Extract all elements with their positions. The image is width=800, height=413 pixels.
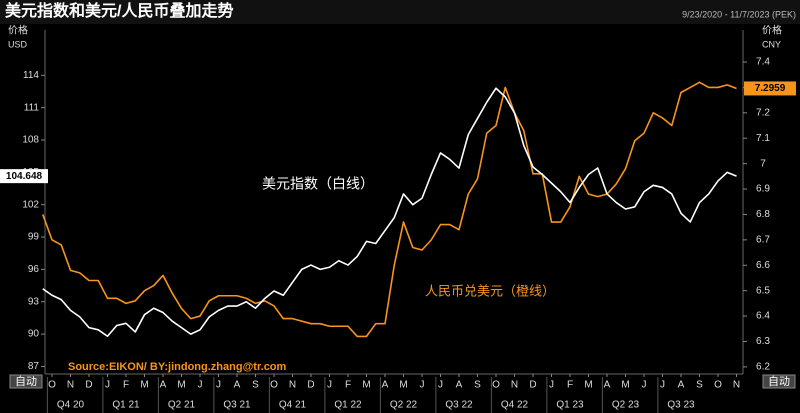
x-tick-label: N [67, 380, 74, 391]
x-tick-label: M [177, 380, 185, 391]
button-frame[interactable] [9, 374, 43, 389]
chart-title: 美元指数和美元/人民币叠加走势 [5, 1, 233, 20]
axis-button[interactable]: 自动 [9, 374, 43, 389]
series-line [42, 87, 737, 338]
y2-tick-label: 6.2 [756, 362, 770, 373]
x-tick-label: M [362, 380, 370, 391]
plot-area: 87909396991021051081111146.26.36.46.56.6… [0, 57, 796, 413]
last-value-label: 7.2959 [755, 83, 786, 94]
y-tick-label: 111 [24, 102, 40, 113]
x-tick-label: J [105, 380, 110, 391]
y-tick-label: 102 [22, 199, 39, 210]
quarter-label: Q3 22 [445, 400, 473, 411]
y-tick-label: 96 [28, 264, 40, 275]
y2-tick-label: 6.4 [756, 311, 770, 322]
last-value-label: 104.648 [6, 171, 43, 182]
x-tick-label: D [85, 380, 92, 391]
quarter-label: Q3 21 [223, 400, 251, 411]
y-tick-label: 90 [28, 329, 40, 340]
x-tick-label: S [474, 380, 481, 391]
quarter-label: Q4 22 [501, 400, 529, 411]
x-tick-label: O [48, 380, 56, 391]
header-bar [0, 0, 800, 24]
quarter-label: Q4 21 [279, 400, 307, 411]
button-frame[interactable] [762, 374, 796, 389]
y-tick-label: 114 [23, 70, 39, 81]
y2-tick-label: 7.4 [756, 57, 770, 68]
annotation-usd: 美元指数（白线） [262, 176, 374, 192]
x-tick-label: N [733, 380, 740, 391]
axis-button[interactable]: 自动 [762, 374, 796, 389]
x-tick-label: F [123, 380, 129, 391]
x-tick-label: S [252, 380, 259, 391]
y2-axis-unit: CNY [762, 39, 781, 49]
quarter-label: Q2 21 [168, 400, 196, 411]
x-tick-label: J [420, 380, 425, 391]
y2-tick-label: 7 [760, 158, 766, 169]
x-tick-label: A [678, 380, 685, 391]
x-tick-label: J [198, 380, 203, 391]
y2-tick-label: 6.6 [756, 260, 770, 271]
source-note: Source:EIKON/ BY:jindong.zhang@tr.com [68, 361, 287, 373]
y2-tick-label: 7.1 [756, 133, 770, 144]
x-tick-label: A [382, 380, 389, 391]
x-tick-label: S [696, 380, 703, 391]
x-tick-label: O [492, 380, 500, 391]
x-tick-label: J [327, 380, 332, 391]
quarter-label: Q2 23 [612, 400, 640, 411]
x-tick-label: O [270, 380, 278, 391]
x-tick-label: J [660, 380, 665, 391]
x-tick-label: N [289, 380, 296, 391]
annotation-cny: 人民币兑美元（橙线） [425, 283, 555, 298]
x-tick-label: D [307, 380, 314, 391]
quarter-label: Q1 22 [334, 400, 362, 411]
y2-tick-label: 6.9 [756, 184, 770, 195]
x-tick-label: M [584, 380, 592, 391]
x-tick-label: N [511, 380, 518, 391]
quarter-label: Q4 20 [57, 400, 85, 411]
y2-tick-label: 6.8 [756, 209, 770, 220]
x-tick-label: M [621, 380, 629, 391]
button-label[interactable]: 自动 [768, 375, 790, 388]
y2-axis-label: 价格 [762, 24, 782, 37]
quarter-label: Q1 21 [112, 400, 140, 411]
quarter-label: Q1 23 [556, 400, 584, 411]
x-tick-label: D [529, 380, 536, 391]
x-tick-label: J [549, 380, 554, 391]
x-tick-label: J [642, 380, 647, 391]
x-tick-label: J [438, 380, 443, 391]
y2-tick-label: 7.2 [756, 107, 770, 118]
y-tick-label: 93 [28, 296, 40, 307]
last-value-box [0, 169, 48, 184]
x-tick-label: A [604, 380, 611, 391]
x-tick-label: M [399, 380, 407, 391]
last-value-box [744, 81, 796, 96]
y-tick-label: 99 [28, 232, 40, 243]
x-tick-label: F [345, 380, 351, 391]
y2-tick-label: 6.3 [756, 336, 770, 347]
y2-tick-label: 6.7 [756, 234, 770, 245]
series-line [41, 81, 737, 338]
y-tick-label: 108 [22, 135, 39, 146]
y-tick-label: 87 [28, 361, 40, 372]
y-axis-label: 价格 [8, 24, 28, 37]
x-tick-label: M [140, 380, 148, 391]
x-tick-label: A [160, 380, 167, 391]
date-range: 9/23/2020 - 11/7/2023 (PEK) [682, 9, 796, 19]
button-label[interactable]: 自动 [15, 375, 37, 388]
y-axis-unit: USD [8, 39, 28, 49]
y2-tick-label: 6.5 [756, 285, 770, 296]
x-tick-label: A [456, 380, 463, 391]
x-tick-label: J [216, 380, 221, 391]
quarter-label: Q2 22 [390, 400, 418, 411]
x-tick-label: O [714, 380, 722, 391]
x-tick-label: A [234, 380, 241, 391]
quarter-label: Q3 23 [667, 400, 695, 411]
x-tick-label: F [567, 380, 573, 391]
